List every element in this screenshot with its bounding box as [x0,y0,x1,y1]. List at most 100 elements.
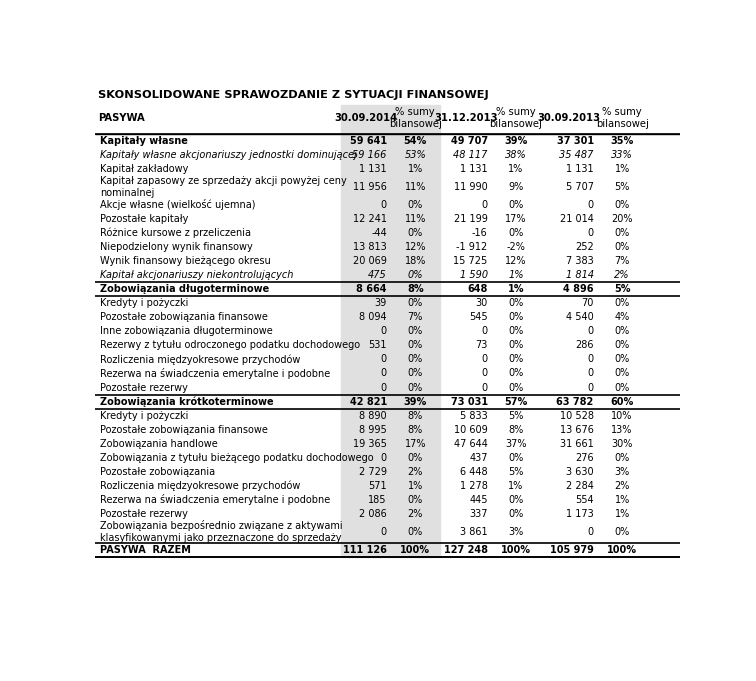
Text: 1 131: 1 131 [359,164,387,174]
Text: SKONSOLIDOWANE SPRAWOZDANIE Z SYTUACJI FINANSOWEJ: SKONSOLIDOWANE SPRAWOZDANIE Z SYTUACJI F… [98,90,489,99]
Text: 8 890: 8 890 [359,411,387,421]
Text: 0: 0 [587,527,593,537]
Text: 30.09.2013: 30.09.2013 [538,113,600,123]
Text: 10%: 10% [612,411,633,421]
Text: 1%: 1% [407,164,423,174]
Text: 1%: 1% [407,481,423,491]
Text: 33%: 33% [612,150,633,160]
Text: 70: 70 [581,298,593,308]
Text: 2 284: 2 284 [565,481,593,491]
Text: 8%: 8% [407,284,423,294]
Text: 8 094: 8 094 [359,313,387,322]
Text: 0: 0 [587,228,593,238]
Text: 0: 0 [381,453,387,463]
Text: 0: 0 [587,383,593,392]
Text: -16: -16 [472,228,488,238]
Text: Rezerwa na świadczenia emerytalne i podobne: Rezerwa na świadczenia emerytalne i podo… [101,368,330,379]
Text: 2 729: 2 729 [359,467,387,477]
Text: 3 861: 3 861 [460,527,488,537]
Text: 0%: 0% [615,368,630,379]
Text: 1 131: 1 131 [566,164,593,174]
Text: 8%: 8% [509,425,524,434]
Text: 0: 0 [587,368,593,379]
Bar [340,106,440,134]
Text: 1%: 1% [615,509,630,519]
Text: 13%: 13% [612,425,633,434]
Text: 1 278: 1 278 [460,481,488,491]
Text: 12%: 12% [404,242,426,252]
Text: 0: 0 [587,326,593,336]
Text: 10 609: 10 609 [454,425,488,434]
Text: 0%: 0% [407,340,423,351]
Text: 4%: 4% [615,313,630,322]
Text: 47 644: 47 644 [454,439,488,449]
Text: 337: 337 [469,509,488,519]
Text: % sumy
bilansowej: % sumy bilansowej [490,107,543,129]
Text: % sumy
bilansowej: % sumy bilansowej [596,107,649,129]
Text: 0%: 0% [407,453,423,463]
Text: 1 590: 1 590 [460,270,488,280]
Text: 6 448: 6 448 [460,467,488,477]
Text: 73 031: 73 031 [451,396,488,407]
Text: Rozliczenia międzyokresowe przychodów: Rozliczenia międzyokresowe przychodów [101,481,301,491]
Text: 53%: 53% [404,150,426,160]
Text: 0: 0 [587,200,593,210]
Text: 0%: 0% [407,298,423,308]
Text: Rezerwy z tytułu odroczonego podatku dochodowego: Rezerwy z tytułu odroczonego podatku doc… [101,340,361,351]
Text: 8%: 8% [407,411,423,421]
Text: 31 661: 31 661 [560,439,593,449]
Text: 39: 39 [375,298,387,308]
Text: 60%: 60% [611,396,634,407]
Text: 0%: 0% [615,200,630,210]
Text: 0: 0 [381,368,387,379]
Text: 0%: 0% [407,228,423,238]
Text: 531: 531 [368,340,387,351]
Text: 63 782: 63 782 [556,396,593,407]
Text: Pozostałe rezerwy: Pozostałe rezerwy [101,509,188,519]
Text: Akcje własne (wielkość ujemna): Akcje własne (wielkość ujemna) [101,200,256,210]
Text: 0%: 0% [615,340,630,351]
Text: 3%: 3% [509,527,524,537]
Text: 3%: 3% [615,467,630,477]
Text: 20%: 20% [612,214,633,224]
Text: 127 248: 127 248 [444,545,488,555]
Text: 37%: 37% [505,439,527,449]
Text: 5%: 5% [615,182,630,192]
Text: 554: 554 [575,495,593,505]
Text: Pozostałe zobowiązania finansowe: Pozostałe zobowiązania finansowe [101,425,268,434]
Text: 0%: 0% [407,527,423,537]
Text: Kapitały własne akcjonariuszy jednostki dominującej: Kapitały własne akcjonariuszy jednostki … [101,150,357,160]
Text: 0%: 0% [615,298,630,308]
Text: 0: 0 [381,200,387,210]
Text: 59 166: 59 166 [352,150,387,160]
Text: 0%: 0% [407,200,423,210]
Text: 0%: 0% [615,527,630,537]
Text: 30.09.2014: 30.09.2014 [334,113,397,123]
Text: 185: 185 [368,495,387,505]
Text: 11 956: 11 956 [353,182,387,192]
Text: 8 995: 8 995 [359,425,387,434]
Text: 0%: 0% [407,270,423,280]
Text: 13 813: 13 813 [353,242,387,252]
Text: 0%: 0% [509,298,524,308]
Text: 0%: 0% [509,200,524,210]
Text: 2%: 2% [407,509,423,519]
Text: 39%: 39% [504,136,528,146]
Text: Pozostałe zobowiązania: Pozostałe zobowiązania [101,467,215,477]
Text: 30%: 30% [612,439,633,449]
Text: 1%: 1% [508,284,525,294]
Text: 0%: 0% [509,453,524,463]
Text: 38%: 38% [505,150,527,160]
Text: 0%: 0% [509,326,524,336]
Text: 111 126: 111 126 [343,545,387,555]
Text: 445: 445 [469,495,488,505]
Text: 286: 286 [575,340,593,351]
Text: 35 487: 35 487 [559,150,593,160]
Text: 37 301: 37 301 [556,136,593,146]
Text: 0%: 0% [509,509,524,519]
Text: 0: 0 [381,326,387,336]
Text: 5 833: 5 833 [460,411,488,421]
Text: 0: 0 [587,354,593,364]
Text: -1 912: -1 912 [457,242,488,252]
Text: 0: 0 [482,200,488,210]
